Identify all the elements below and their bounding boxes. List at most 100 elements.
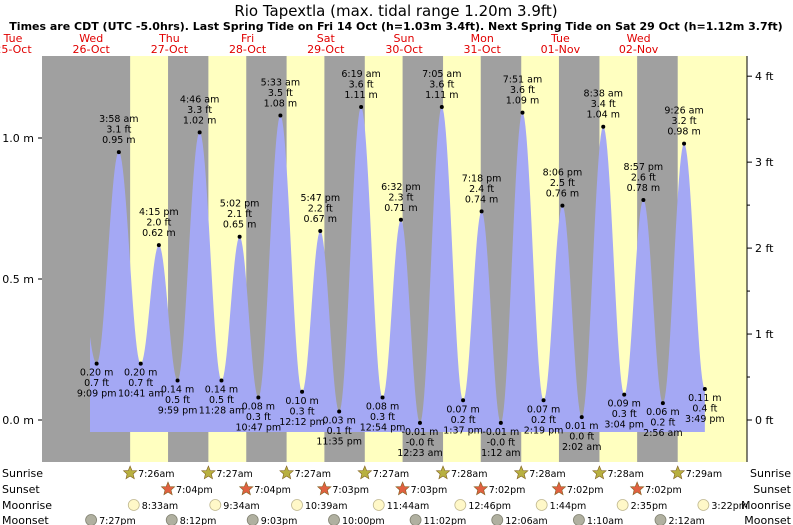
moonrise-time: 9:34am (223, 501, 259, 512)
sunset-icon (238, 481, 254, 496)
tide-label: 11:28 am (199, 406, 244, 417)
tide-label: 3.3 ft (187, 105, 212, 116)
sunrise-time: 7:27am (295, 469, 331, 480)
moonrise-icon (291, 499, 303, 511)
row-label-right: Sunset (753, 483, 791, 496)
left-tick-label: 0.0 m (2, 414, 34, 427)
moonset-icon (409, 514, 422, 525)
day-name: Tue (550, 32, 570, 45)
day-name: Wed (627, 32, 651, 45)
tide-label: 0.2 ft (650, 418, 675, 429)
tide-label: 0.07 m (446, 404, 479, 415)
tide-label: 7:51 am (503, 75, 542, 86)
row-label-left: Moonrise (2, 499, 52, 512)
tide-label: 10:41 am (118, 389, 163, 400)
day-date: 29-Oct (307, 43, 345, 56)
moonset-icon (491, 514, 504, 525)
tide-label: 8:38 am (584, 89, 623, 100)
moonrise-icon (697, 499, 710, 511)
moonset-icon (165, 514, 178, 525)
tide-point (579, 415, 584, 420)
tide-label: 1.09 m (506, 96, 539, 107)
tide-label: 6:19 am (341, 69, 380, 80)
axes: 0.0 m 0.5 m 1.0 m 0 ft 1 ft 2 ft 3 ft 4 ft (2, 56, 774, 462)
tide-point (398, 217, 403, 222)
tide-label: 0.10 m (285, 396, 318, 407)
tide-label: 0.20 m (124, 368, 157, 379)
moonset-time: 1:10am (587, 516, 623, 525)
tide-label: 0.1 ft (327, 426, 352, 437)
moonset-time: 11:02pm (424, 516, 467, 525)
moonrise-time: 12:46pm (468, 501, 511, 512)
day-name: Thu (158, 32, 180, 45)
right-tick-label: 0 ft (755, 414, 774, 427)
tide-label: 9:59 pm (158, 406, 198, 417)
tide-label: 9:26 am (664, 106, 703, 117)
tide-label: 12:23 am (397, 448, 442, 459)
tide-label: 2.6 ft (631, 173, 656, 184)
tide-point (256, 395, 261, 400)
tide-point (380, 395, 385, 400)
moonrise-time: 1:44pm (550, 501, 587, 512)
tide-label: 1.11 m (344, 90, 377, 101)
sunset-time: 7:03pm (411, 485, 448, 496)
moonset-time: 2:12am (668, 516, 704, 525)
tide-label: 7:18 pm (462, 173, 502, 184)
tide-label: 3.1 ft (106, 125, 131, 136)
tide-label: 8:57 pm (624, 162, 664, 173)
tide-label: 2.1 ft (227, 209, 252, 220)
day-name: Tue (3, 32, 23, 45)
day-date: 26-Oct (73, 43, 111, 56)
tide-label: 3.6 ft (429, 79, 454, 90)
tide-label: 0.0 ft (569, 432, 594, 443)
sunrise-icon (122, 465, 138, 480)
tide-point (622, 392, 627, 397)
sunset-icon (316, 481, 332, 496)
tide-label: 0.74 m (465, 194, 498, 205)
tide-point (461, 398, 466, 403)
tide-label: 0.98 m (667, 127, 700, 138)
tide-label: 0.3 ft (612, 409, 637, 420)
tide-point (156, 243, 161, 248)
right-tick-label: 2 ft (755, 242, 774, 255)
tide-marks: 0.20 m0.7 ft9:09 pm3:58 am3.1 ft0.95 m0.… (77, 69, 725, 459)
tide-point (278, 113, 283, 118)
tide-label: 0.76 m (546, 189, 579, 200)
day-name: Wed (79, 32, 103, 45)
row-label-left: Sunset (2, 483, 40, 496)
tide-label: 4:15 pm (139, 207, 179, 218)
day-date: 30-Oct (385, 43, 423, 56)
sunset-time: 7:04pm (176, 485, 213, 496)
right-tick-label: 3 ft (755, 156, 774, 169)
moonrise-icon (372, 499, 385, 511)
tide-label: 5:02 pm (220, 199, 260, 210)
tide-label: 3:49 pm (685, 414, 725, 425)
right-tick-label: 1 ft (755, 328, 774, 341)
tide-label: 0.78 m (627, 183, 660, 194)
moonrise-icon (127, 499, 140, 511)
tide-point (439, 104, 444, 109)
tide-label: 0.7 ft (128, 378, 153, 389)
tide-point (520, 110, 525, 115)
tide-label: 3.4 ft (591, 99, 616, 110)
sunrise-icon (670, 465, 686, 480)
sunset-time: 7:03pm (332, 485, 369, 496)
tide-label: 0.3 ft (290, 406, 315, 417)
sunrise-time: 7:27am (373, 469, 409, 480)
moonrise-icon (209, 499, 222, 511)
day-date: 01-Nov (541, 43, 581, 56)
tide-label: 0.5 ft (209, 395, 234, 406)
tide-point (479, 209, 484, 214)
moonset-icon (654, 514, 667, 525)
day-date: 25-Oct (0, 43, 32, 56)
tide-label: 2:02 am (562, 442, 601, 453)
tide-curve (90, 107, 705, 432)
moonrise-time: 8:33am (142, 501, 178, 512)
tide-label: 0.71 m (384, 203, 417, 214)
day-date: 02-Nov (619, 43, 659, 56)
moonset-icon (328, 514, 340, 525)
tide-label: 8:06 pm (543, 168, 583, 179)
day-name: Sat (317, 32, 336, 45)
tide-point (641, 198, 646, 203)
